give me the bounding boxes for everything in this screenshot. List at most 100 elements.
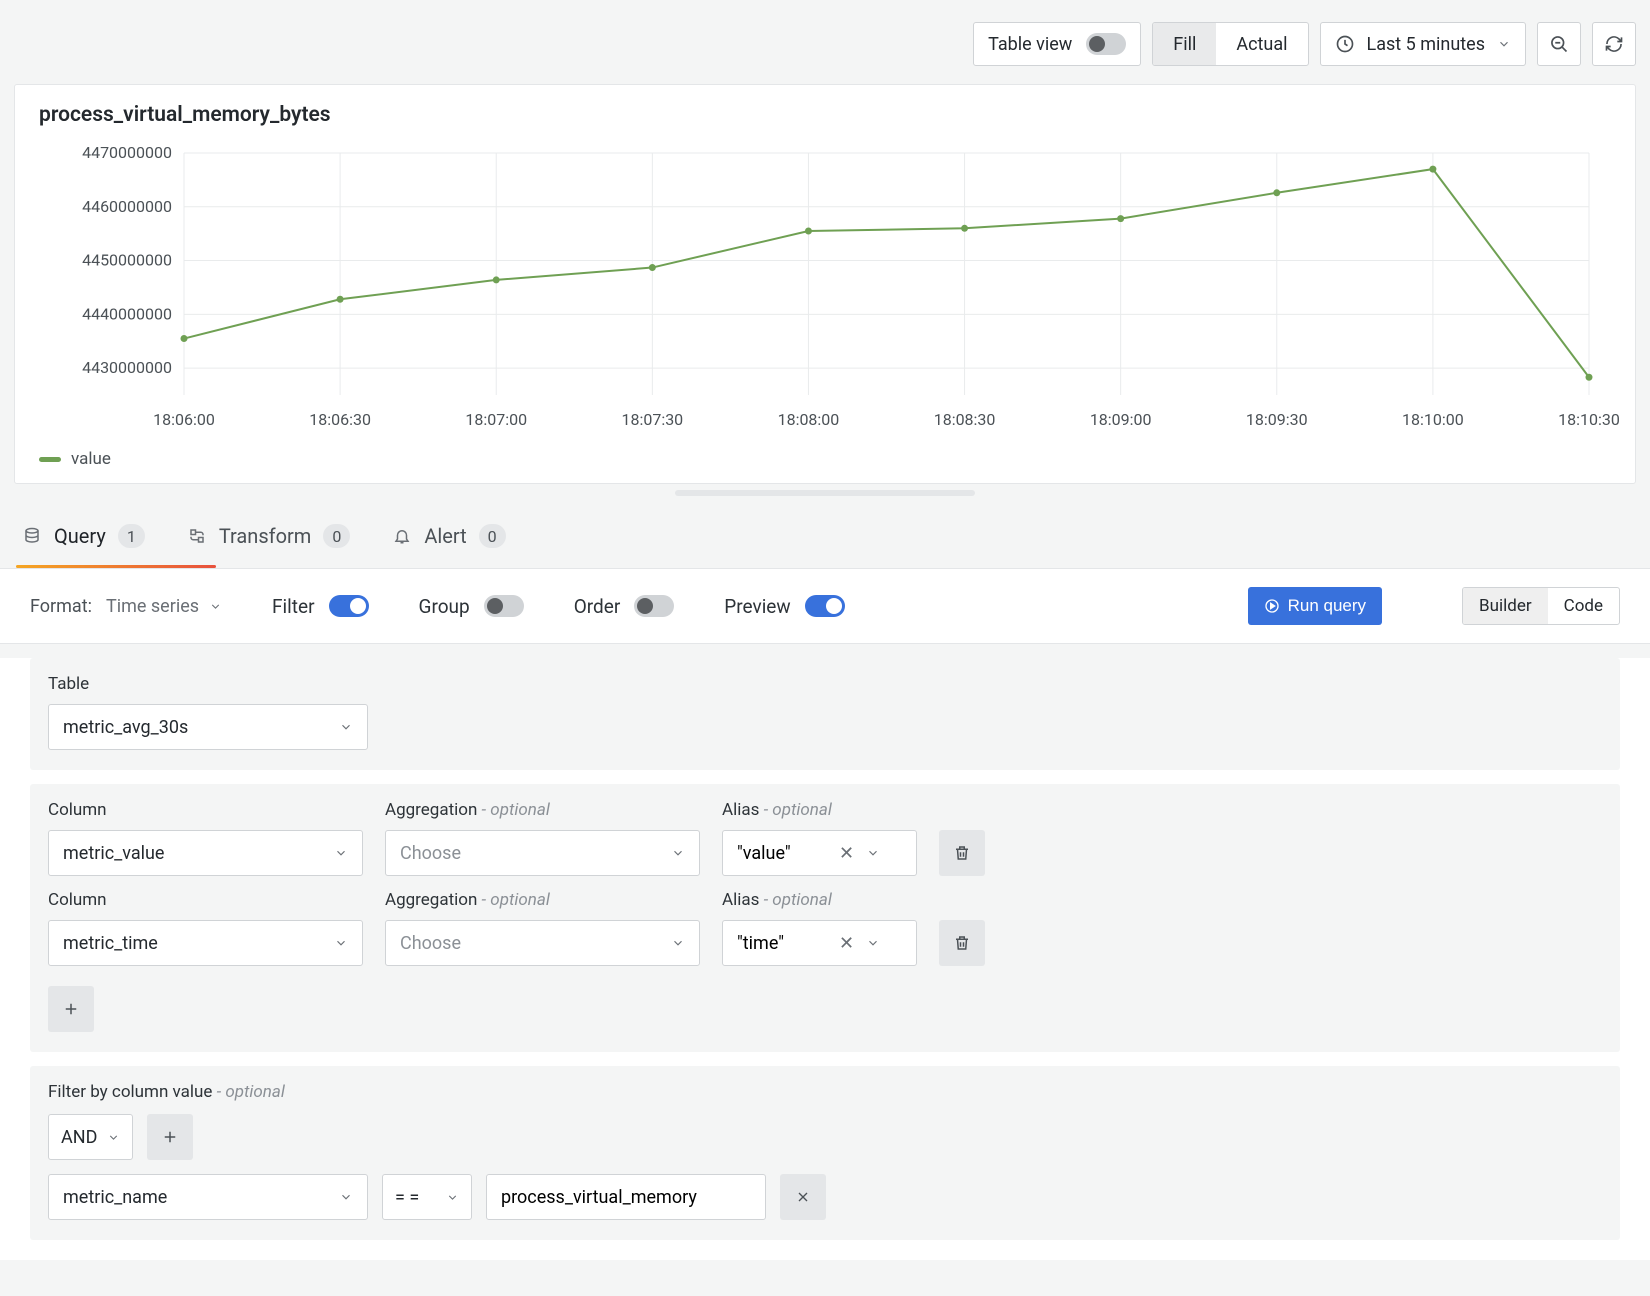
time-range-picker[interactable]: Last 5 minutes bbox=[1320, 22, 1526, 66]
chart-legend: value bbox=[29, 449, 1621, 469]
table-view-switch[interactable] bbox=[1086, 33, 1126, 55]
alias-input-wrap: ✕ bbox=[722, 830, 917, 876]
chevron-down-icon bbox=[209, 600, 222, 613]
svg-text:18:07:00: 18:07:00 bbox=[465, 410, 527, 429]
svg-text:18:10:30: 18:10:30 bbox=[1558, 410, 1619, 429]
chevron-down-icon bbox=[334, 936, 348, 950]
chevron-down-icon bbox=[866, 846, 880, 860]
column-select[interactable]: metric_value bbox=[48, 830, 363, 876]
svg-text:4470000000: 4470000000 bbox=[82, 145, 172, 162]
tab-alert[interactable]: Alert 0 bbox=[392, 524, 505, 567]
format-value: Time series bbox=[106, 596, 199, 617]
format-label: Format: bbox=[30, 596, 92, 617]
chart-area[interactable]: 4430000000444000000044500000004460000000… bbox=[29, 145, 1621, 439]
actual-option[interactable]: Actual bbox=[1216, 23, 1307, 65]
svg-text:4460000000: 4460000000 bbox=[82, 197, 172, 216]
chevron-down-icon bbox=[107, 1131, 120, 1144]
tab-query[interactable]: Query 1 bbox=[22, 524, 145, 567]
tab-alert-count: 0 bbox=[479, 524, 506, 548]
aggregation-label: Aggregation - optional bbox=[385, 890, 700, 910]
table-value: metric_avg_30s bbox=[63, 717, 329, 738]
filter-value-input-wrap bbox=[486, 1174, 766, 1220]
alias-label: Alias - optional bbox=[722, 890, 917, 910]
svg-text:18:08:00: 18:08:00 bbox=[778, 410, 840, 429]
aggregation-select[interactable]: Choose bbox=[385, 920, 700, 966]
delete-column-button[interactable] bbox=[939, 830, 985, 876]
trash-icon bbox=[953, 844, 971, 862]
group-toggle[interactable] bbox=[484, 595, 524, 617]
refresh-button[interactable] bbox=[1592, 22, 1636, 66]
alias-input-wrap: ✕ bbox=[722, 920, 917, 966]
preview-toggle-label: Preview bbox=[724, 595, 790, 618]
filter-section-label: Filter by column value - optional bbox=[48, 1082, 1602, 1102]
chevron-down-icon bbox=[866, 936, 880, 950]
time-range-label: Last 5 minutes bbox=[1367, 34, 1485, 55]
svg-text:18:06:30: 18:06:30 bbox=[309, 410, 371, 429]
delete-column-button[interactable] bbox=[939, 920, 985, 966]
filter-column-select[interactable]: metric_name bbox=[48, 1174, 368, 1220]
svg-text:18:09:30: 18:09:30 bbox=[1246, 410, 1308, 429]
svg-text:4450000000: 4450000000 bbox=[82, 251, 172, 270]
refresh-icon bbox=[1604, 34, 1624, 54]
chevron-down-icon bbox=[334, 846, 348, 860]
table-section: Table metric_avg_30s bbox=[30, 658, 1620, 770]
plus-icon bbox=[161, 1128, 179, 1146]
tab-transform-count: 0 bbox=[323, 524, 350, 548]
line-chart: 4430000000444000000044500000004460000000… bbox=[29, 145, 1619, 435]
bell-icon bbox=[392, 526, 412, 546]
builder-code-segment: Builder Code bbox=[1462, 587, 1620, 625]
chart-title: process_virtual_memory_bytes bbox=[29, 103, 1621, 127]
filter-toggle[interactable] bbox=[329, 595, 369, 617]
columns-section: Column metric_value Aggregation - option… bbox=[30, 784, 1620, 1052]
builder-option[interactable]: Builder bbox=[1463, 588, 1548, 624]
filter-operator-select[interactable]: = = bbox=[382, 1174, 472, 1220]
top-toolbar: Table view Fill Actual Last 5 minutes bbox=[0, 0, 1650, 84]
tab-transform[interactable]: Transform 0 bbox=[187, 524, 351, 567]
column-select[interactable]: metric_time bbox=[48, 920, 363, 966]
column-label: Column bbox=[48, 890, 363, 910]
svg-text:18:10:00: 18:10:00 bbox=[1402, 410, 1464, 429]
tab-query-count: 1 bbox=[118, 524, 145, 548]
table-select[interactable]: metric_avg_30s bbox=[48, 704, 368, 750]
aggregation-select[interactable]: Choose bbox=[385, 830, 700, 876]
plus-icon bbox=[62, 1000, 80, 1018]
query-toolbar: Format: Time series Filter Group Order P… bbox=[0, 568, 1650, 644]
filter-conjunction-select[interactable]: AND bbox=[48, 1114, 133, 1160]
alias-input[interactable] bbox=[737, 843, 827, 864]
format-block[interactable]: Format: Time series bbox=[30, 596, 222, 617]
tab-query-label: Query bbox=[54, 524, 106, 548]
chevron-down-icon bbox=[671, 846, 685, 860]
database-icon bbox=[22, 526, 42, 546]
chevron-down-icon bbox=[446, 1191, 459, 1204]
preview-toggle[interactable] bbox=[805, 595, 845, 617]
add-column-button[interactable] bbox=[48, 986, 94, 1032]
clear-alias-button[interactable]: ✕ bbox=[835, 933, 858, 954]
legend-label: value bbox=[71, 449, 111, 469]
tab-transform-label: Transform bbox=[219, 524, 312, 548]
order-toggle[interactable] bbox=[634, 595, 674, 617]
transform-icon bbox=[187, 526, 207, 546]
chevron-down-icon bbox=[339, 720, 353, 734]
zoom-out-button[interactable] bbox=[1537, 22, 1581, 66]
svg-text:18:07:30: 18:07:30 bbox=[621, 410, 683, 429]
code-option[interactable]: Code bbox=[1548, 588, 1619, 624]
column-label: Column bbox=[48, 800, 363, 820]
filter-toggle-label: Filter bbox=[272, 595, 314, 618]
svg-text:18:09:00: 18:09:00 bbox=[1090, 410, 1152, 429]
table-view-toggle[interactable]: Table view bbox=[973, 22, 1141, 66]
remove-filter-button[interactable] bbox=[780, 1174, 826, 1220]
alias-label: Alias - optional bbox=[722, 800, 917, 820]
chart-panel: process_virtual_memory_bytes 44300000004… bbox=[14, 84, 1636, 484]
fill-actual-segment: Fill Actual bbox=[1152, 22, 1308, 66]
filter-value-input[interactable] bbox=[501, 1187, 755, 1208]
clock-icon bbox=[1335, 34, 1355, 54]
table-label: Table bbox=[48, 674, 1602, 694]
run-query-button[interactable]: Run query bbox=[1248, 587, 1382, 625]
add-filter-button[interactable] bbox=[147, 1114, 193, 1160]
svg-text:18:08:30: 18:08:30 bbox=[934, 410, 996, 429]
clear-alias-button[interactable]: ✕ bbox=[835, 843, 858, 864]
fill-option[interactable]: Fill bbox=[1153, 23, 1216, 65]
svg-text:4440000000: 4440000000 bbox=[82, 304, 172, 323]
trash-icon bbox=[953, 934, 971, 952]
alias-input[interactable] bbox=[737, 933, 827, 954]
